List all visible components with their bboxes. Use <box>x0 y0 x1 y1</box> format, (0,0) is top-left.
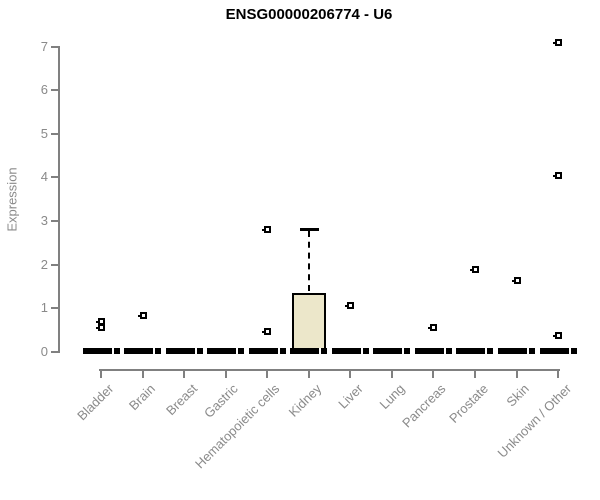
x-axis-label: Gastric <box>201 381 242 421</box>
outlier-point-nub <box>96 327 99 330</box>
x-axis-tick <box>100 370 102 378</box>
x-axis-label: Brain <box>126 381 159 414</box>
outlier-point-nub <box>469 268 473 271</box>
x-axis-label: Liver <box>335 381 366 412</box>
outlier-point <box>553 39 563 47</box>
y-axis-tick-label: 3 <box>40 212 48 228</box>
outlier-point <box>428 323 438 331</box>
y-axis-tick <box>51 307 58 310</box>
y-axis-tick <box>51 219 58 222</box>
y-axis-tick-label: 5 <box>40 125 48 141</box>
x-axis-tick <box>432 370 435 378</box>
outlier-point-nub <box>553 335 557 338</box>
outlier-point-nub <box>137 315 141 318</box>
y-axis-tick <box>51 45 58 48</box>
y-axis-tick <box>51 263 58 266</box>
y-axis-tick-label: 0 <box>40 343 48 359</box>
x-axis-tick <box>473 370 476 378</box>
box <box>291 293 326 352</box>
median-bar <box>248 347 286 354</box>
x-axis-tick <box>266 370 269 378</box>
median-bar <box>414 347 452 354</box>
whisker-line <box>307 231 310 292</box>
x-axis-line <box>99 368 561 371</box>
outlier-point <box>96 318 105 326</box>
outlier-point <box>511 276 521 284</box>
median-bar <box>456 347 494 354</box>
median-bar <box>498 347 535 354</box>
outlier-point <box>553 332 563 340</box>
outlier-point <box>137 312 147 320</box>
x-axis-tick <box>515 370 518 378</box>
x-axis-label: Bladder <box>74 381 117 424</box>
whisker-cap <box>299 228 319 232</box>
median-bar <box>207 347 245 354</box>
outlier-point-nub <box>96 321 99 324</box>
outlier-point <box>469 265 479 273</box>
median-bar <box>290 347 328 354</box>
x-axis-label: Skin <box>503 381 533 410</box>
x-axis-tick <box>307 370 310 378</box>
y-axis-line <box>58 45 60 353</box>
y-axis-tick <box>51 132 58 135</box>
x-axis-tick <box>349 370 352 378</box>
outlier-point-nub <box>428 326 432 329</box>
x-axis-label: Kidney <box>285 381 325 420</box>
outlier-point-nub <box>262 330 266 333</box>
x-axis-label: Lung <box>376 381 408 413</box>
x-axis-label: Breast <box>162 381 200 419</box>
median-bar <box>82 347 120 354</box>
outlier-point-nub <box>553 42 557 45</box>
x-axis-tick <box>390 370 393 378</box>
outlier-point-nub <box>553 175 557 178</box>
x-axis-label: Prostate <box>445 381 491 426</box>
y-axis-tick <box>51 176 58 179</box>
x-axis-tick <box>224 370 227 378</box>
y-axis-tick-label: 2 <box>40 256 48 272</box>
y-axis-tick-label: 1 <box>40 300 48 316</box>
chart-title: ENSG00000206774 - U6 <box>225 6 393 23</box>
median-bar <box>373 347 411 354</box>
outlier-point <box>96 324 105 332</box>
x-axis-label: Unknown / Other <box>494 381 574 461</box>
x-axis-label: Pancreas <box>399 381 450 431</box>
outlier-point-nub <box>345 304 349 307</box>
outlier-point-nub <box>511 279 515 282</box>
y-axis-tick-label: 6 <box>40 82 48 98</box>
median-bar <box>331 347 369 354</box>
outlier-point <box>262 226 272 234</box>
outlier-point <box>262 327 272 335</box>
outlier-point <box>345 301 355 309</box>
x-axis-tick <box>183 370 186 378</box>
y-axis-tick-label: 7 <box>40 38 48 54</box>
y-axis-tick-label: 4 <box>40 169 48 185</box>
x-axis-tick <box>141 370 144 378</box>
x-axis-tick <box>557 370 560 378</box>
y-axis-tick <box>51 89 58 92</box>
median-bar <box>165 347 203 354</box>
outlier-point-nub <box>262 229 266 232</box>
outlier-point <box>553 172 563 180</box>
y-axis-tick <box>51 350 58 353</box>
median-bar <box>124 347 162 354</box>
median-bar <box>539 347 577 354</box>
